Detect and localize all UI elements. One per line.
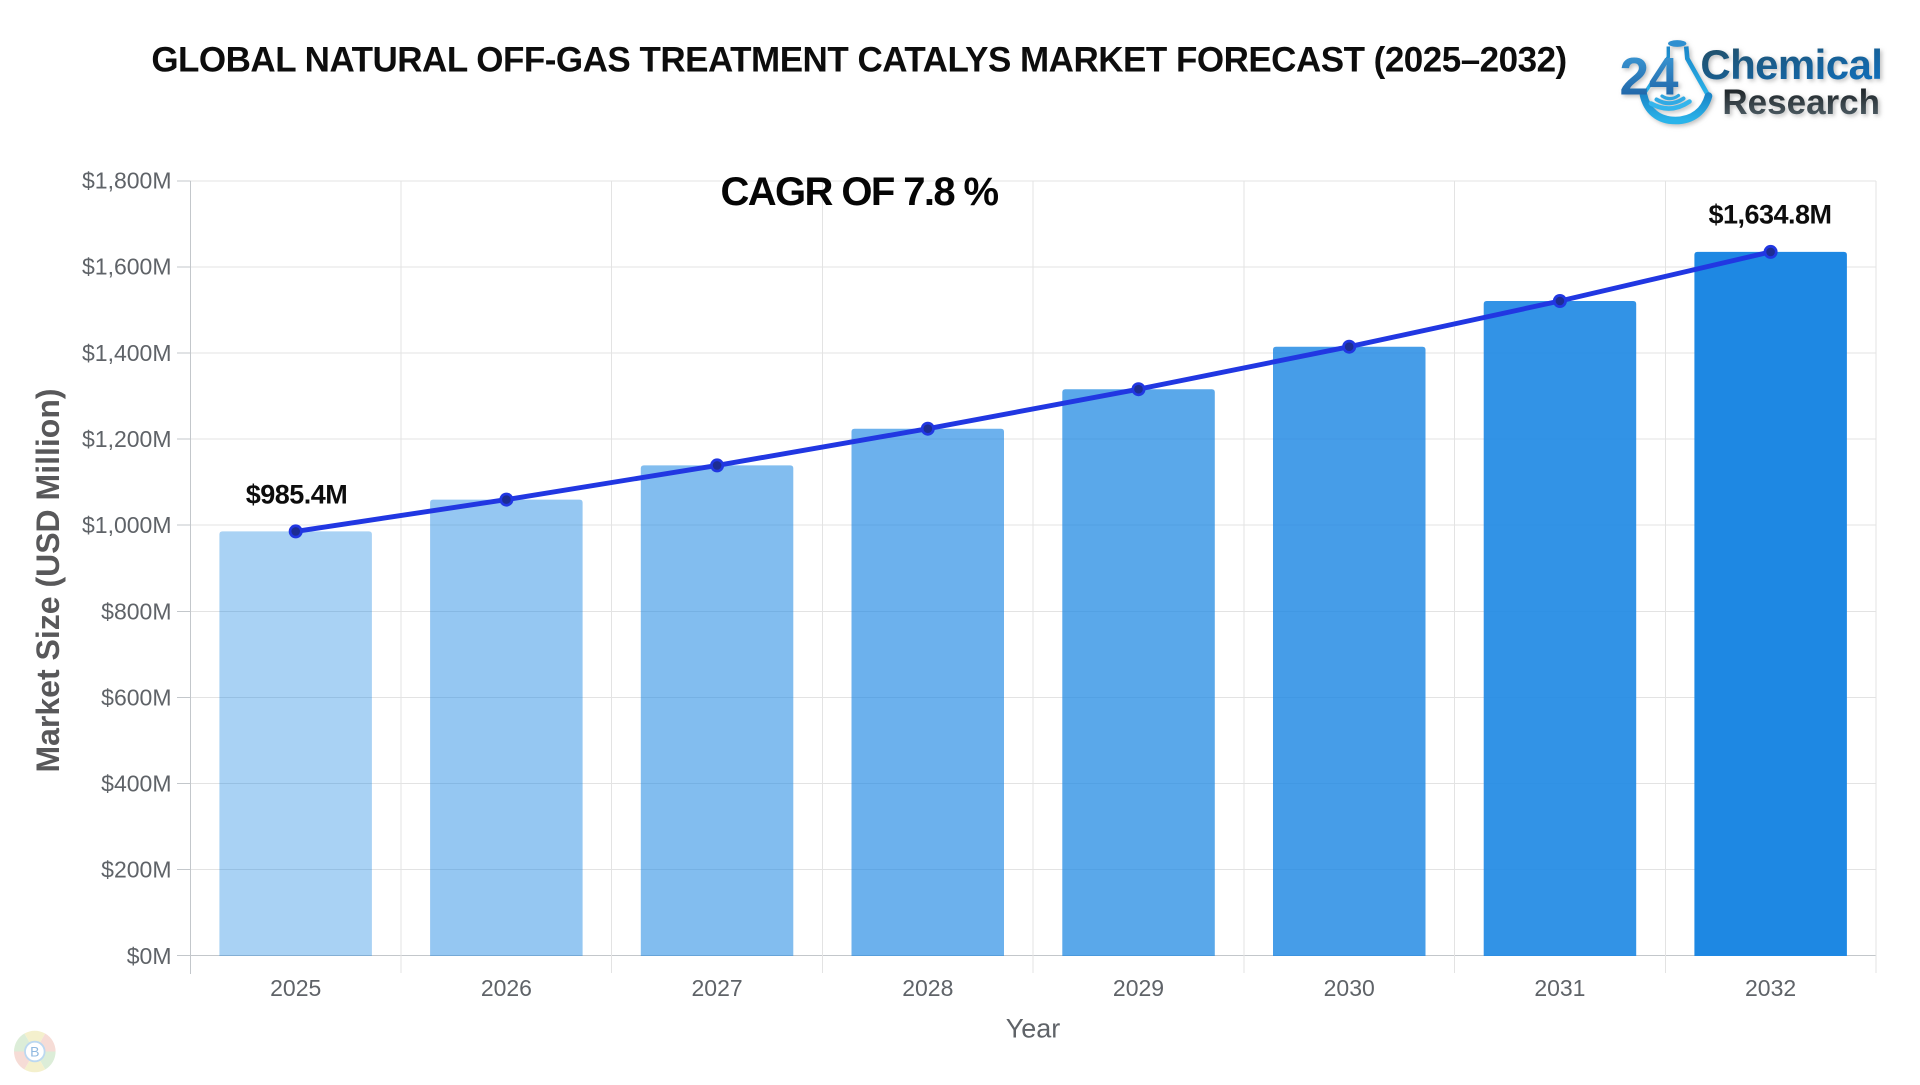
svg-text:$800M: $800M bbox=[101, 599, 171, 625]
svg-text:2025: 2025 bbox=[270, 975, 321, 1001]
svg-text:$1,000M: $1,000M bbox=[82, 512, 172, 538]
svg-text:$985.4M: $985.4M bbox=[246, 480, 348, 510]
svg-text:Research: Research bbox=[1722, 83, 1880, 122]
svg-text:$1,800M: $1,800M bbox=[82, 168, 172, 194]
svg-text:$400M: $400M bbox=[101, 771, 171, 797]
svg-text:$1,200M: $1,200M bbox=[82, 426, 172, 452]
svg-text:$200M: $200M bbox=[101, 857, 171, 883]
svg-text:GLOBAL NATURAL OFF-GAS TREATME: GLOBAL NATURAL OFF-GAS TREATMENT CATALYS… bbox=[151, 41, 1566, 80]
svg-text:$600M: $600M bbox=[101, 685, 171, 711]
svg-text:24: 24 bbox=[1620, 48, 1679, 107]
svg-text:2027: 2027 bbox=[692, 975, 743, 1001]
svg-text:Market Size (USD Million): Market Size (USD Million) bbox=[30, 388, 66, 772]
svg-text:2032: 2032 bbox=[1745, 975, 1796, 1001]
svg-text:$1,400M: $1,400M bbox=[82, 340, 172, 366]
svg-text:2030: 2030 bbox=[1324, 975, 1375, 1001]
svg-text:Year: Year bbox=[1006, 1014, 1061, 1044]
svg-text:Chemical: Chemical bbox=[1700, 41, 1882, 88]
svg-text:B: B bbox=[30, 1044, 39, 1060]
svg-text:$1,600M: $1,600M bbox=[82, 254, 172, 280]
svg-text:2029: 2029 bbox=[1113, 975, 1164, 1001]
svg-text:$0M: $0M bbox=[127, 943, 172, 969]
svg-text:2031: 2031 bbox=[1534, 975, 1585, 1001]
svg-text:2026: 2026 bbox=[481, 975, 532, 1001]
svg-text:2028: 2028 bbox=[902, 975, 953, 1001]
svg-text:$1,634.8M: $1,634.8M bbox=[1708, 200, 1831, 230]
svg-text:CAGR OF 7.8 %: CAGR OF 7.8 % bbox=[720, 170, 998, 214]
